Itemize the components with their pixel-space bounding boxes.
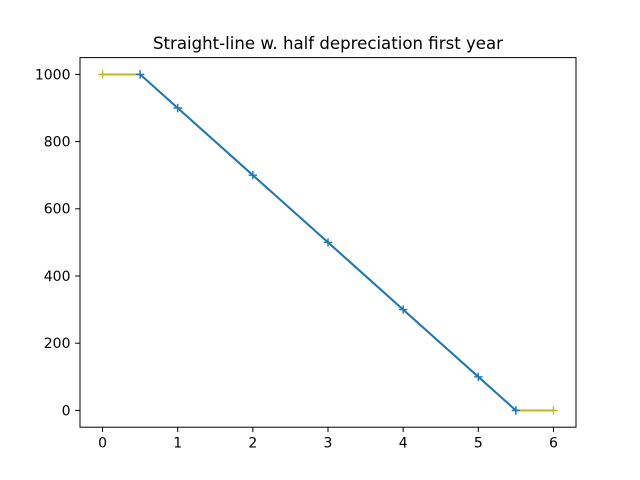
y-tick-label: 200	[44, 336, 71, 352]
x-tick-label: 4	[399, 436, 408, 452]
x-tick-label: 1	[173, 436, 182, 452]
plus-marker	[549, 406, 558, 415]
x-tick-label: 0	[98, 436, 107, 452]
y-tick-label: 1000	[35, 67, 71, 83]
x-tick-label: 5	[474, 436, 483, 452]
plus-marker	[98, 70, 107, 79]
plus-marker	[323, 238, 333, 247]
x-tick-label: 3	[324, 436, 333, 452]
x-tick-label: 2	[248, 436, 257, 452]
plus-marker	[135, 70, 145, 79]
y-tick-label: 0	[62, 403, 71, 419]
y-tick-label: 400	[44, 269, 71, 285]
chart-title: Straight-line w. half depreciation first…	[153, 34, 503, 53]
plus-marker	[474, 372, 483, 381]
plus-marker	[173, 103, 182, 113]
plot-series	[98, 70, 558, 415]
y-tick-label: 600	[44, 202, 71, 218]
x-tick-label: 6	[549, 436, 558, 452]
plus-marker	[398, 305, 408, 314]
plus-marker	[511, 406, 521, 415]
plus-marker	[248, 171, 258, 180]
axis-ticks: 0 1 2 3 4 5 6 0 200 400 600 800 1000	[35, 67, 558, 451]
y-tick-label: 800	[44, 135, 71, 151]
